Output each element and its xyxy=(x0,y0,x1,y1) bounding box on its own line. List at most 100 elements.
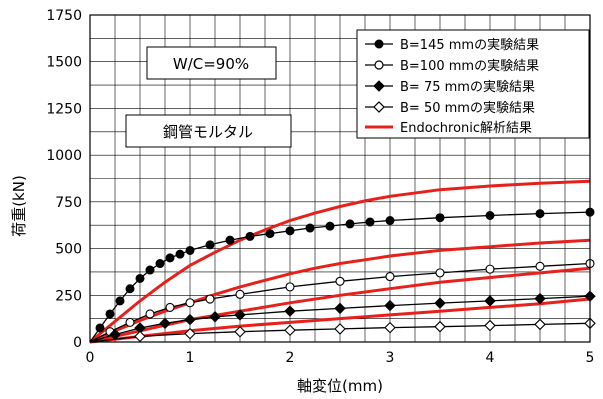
legend-item-b145: B=145 mmの実験結果 xyxy=(365,37,539,53)
legend-label-b145: B=145 mmの実験結果 xyxy=(400,37,539,53)
data-point-b100 xyxy=(205,294,215,304)
wc-ratio-annotation: W/C=90% xyxy=(146,46,277,80)
data-point-b75 xyxy=(109,328,121,341)
y-axis-label: 荷重(kN) xyxy=(10,175,28,237)
y-tick-label: 0 xyxy=(73,335,82,351)
material-box xyxy=(125,114,292,148)
endochronic-curve xyxy=(89,266,591,344)
data-point-b145 xyxy=(95,323,105,333)
data-point-b50 xyxy=(284,324,296,337)
x-tick-label: 5 xyxy=(586,350,595,366)
data-point-b145 xyxy=(105,309,115,319)
data-point-b100 xyxy=(165,302,175,312)
x-tick-label: 3 xyxy=(386,350,395,366)
data-point-b100 xyxy=(125,317,135,327)
data-point-b50 xyxy=(184,327,196,340)
data-point-b100 xyxy=(285,282,295,292)
legend-marker-b75 xyxy=(373,80,385,92)
data-point-b145 xyxy=(155,259,165,269)
legend-label-endochronic: Endochronic解析結果 xyxy=(400,121,532,136)
data-point-b75 xyxy=(384,299,396,312)
data-point-b75 xyxy=(209,311,221,323)
data-point-b50 xyxy=(134,330,146,343)
data-point-b145 xyxy=(115,296,125,306)
data-point-b145 xyxy=(305,223,315,233)
endochronic-curve xyxy=(89,179,591,344)
data-point-b145 xyxy=(485,210,495,220)
endochronic-curve xyxy=(89,238,591,344)
data-point-b100 xyxy=(335,276,345,286)
data-point-b75 xyxy=(184,313,196,326)
x-tick-label: 2 xyxy=(286,350,295,366)
wc-ratio-text: W/C=90% xyxy=(173,55,249,73)
x-tick-label: 0 xyxy=(86,350,95,366)
legend-marker-b50 xyxy=(373,101,385,113)
data-point-b50 xyxy=(534,318,546,331)
legend-item-b100: B=100 mmの実験結果 xyxy=(365,58,539,74)
data-point-b100 xyxy=(385,272,395,282)
data-point-b75 xyxy=(534,292,546,305)
data-point-b145 xyxy=(245,231,255,241)
x-axis-label: 軸変位(mm) xyxy=(297,377,383,395)
y-tick-label: 1750 xyxy=(46,8,82,24)
data-point-b50 xyxy=(334,323,346,335)
y-tick-label: 1250 xyxy=(46,101,82,117)
data-point-b145 xyxy=(205,240,215,250)
series-markers xyxy=(95,207,596,343)
data-point-b100 xyxy=(235,289,245,299)
legend-marker-b145 xyxy=(374,39,384,49)
data-point-b100 xyxy=(185,298,195,308)
x-tick-label: 4 xyxy=(486,350,495,366)
data-point-b145 xyxy=(385,216,395,226)
data-point-b145 xyxy=(285,226,295,236)
data-point-b145 xyxy=(175,249,185,259)
legend-label-b50: B= 50 mmの実験結果 xyxy=(400,100,535,116)
data-point-b145 xyxy=(365,217,375,227)
legend-marker-b100 xyxy=(374,60,384,70)
data-point-b75 xyxy=(234,309,246,321)
y-tick-label: 1500 xyxy=(46,55,82,71)
legend-label-b75: B= 75 mmの実験結果 xyxy=(400,79,535,95)
data-point-b145 xyxy=(265,229,275,239)
data-point-b50 xyxy=(234,325,246,338)
data-point-b145 xyxy=(145,265,155,275)
legend-box xyxy=(356,29,590,139)
plot-frame xyxy=(89,14,591,343)
data-point-b75 xyxy=(284,305,296,317)
data-point-b145 xyxy=(535,209,545,219)
legend-item-endochronic: Endochronic解析結果 xyxy=(365,121,532,136)
legend-item-b75: B= 75 mmの実験結果 xyxy=(365,79,535,95)
data-point-b145 xyxy=(325,221,335,231)
x-tick-label: 1 xyxy=(186,350,195,366)
data-point-b145 xyxy=(435,213,445,223)
data-point-b50 xyxy=(434,320,446,333)
legend: B=145 mmの実験結果 B=100 mmの実験結果 B= 75 mmの実験結… xyxy=(356,29,590,139)
material-text: 鋼管モルタル xyxy=(163,123,253,141)
y-tick-label: 500 xyxy=(55,242,82,258)
wc-ratio-box xyxy=(146,46,277,80)
data-point-b75 xyxy=(484,295,496,307)
data-point-b145 xyxy=(345,219,355,229)
material-annotation: 鋼管モルタル xyxy=(125,114,292,148)
y-tick-label: 750 xyxy=(55,195,82,211)
data-point-b145 xyxy=(135,273,145,283)
data-point-b75 xyxy=(159,317,171,330)
data-point-b75 xyxy=(434,297,446,309)
data-point-b100 xyxy=(485,264,495,274)
data-point-b100 xyxy=(435,268,445,278)
y-tick-label: 250 xyxy=(55,288,82,304)
data-point-b100 xyxy=(535,261,545,271)
data-point-b50 xyxy=(384,321,396,334)
data-point-b50 xyxy=(484,319,496,332)
y-tick-label: 1000 xyxy=(46,148,82,164)
data-point-b100 xyxy=(145,309,155,319)
data-point-b145 xyxy=(185,245,195,255)
endochronic-curve xyxy=(89,297,591,344)
data-point-b145 xyxy=(125,284,135,294)
data-point-b145 xyxy=(165,253,175,263)
tick-labels: 0 1 2 3 4 5 0 250 500 750 1000 1250 1500 1750 xyxy=(46,8,594,366)
data-point-b75 xyxy=(334,302,346,315)
data-point-b145 xyxy=(225,235,235,245)
legend-label-b100: B=100 mmの実験結果 xyxy=(400,58,539,74)
